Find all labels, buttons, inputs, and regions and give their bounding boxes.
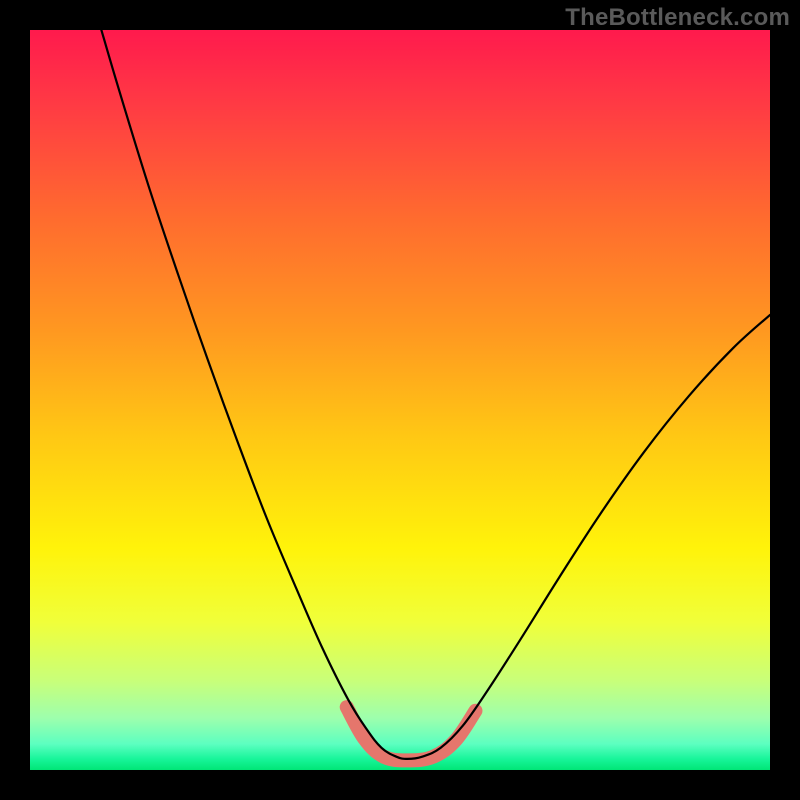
watermark-text: TheBottleneck.com — [565, 4, 790, 32]
bottleneck-chart — [0, 0, 800, 800]
plot-background — [30, 30, 770, 770]
chart-stage: TheBottleneck.com — [0, 0, 800, 800]
